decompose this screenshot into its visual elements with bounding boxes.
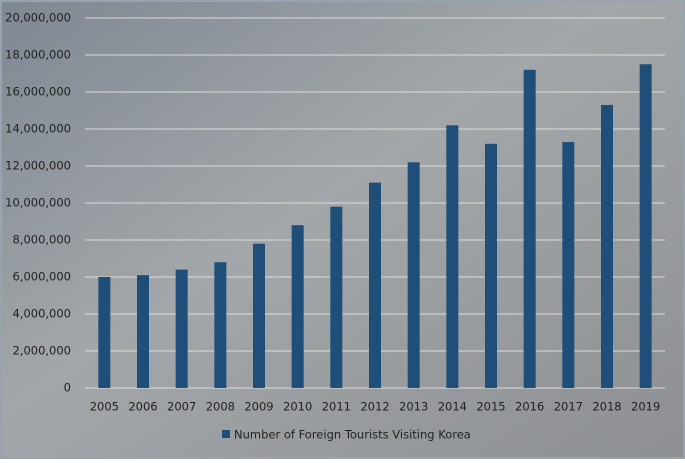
x-tick-label: 2005 [90, 400, 119, 414]
x-tick-label: 2010 [283, 400, 312, 414]
y-tick-label: 2,000,000 [12, 344, 71, 358]
x-tick-label: 2007 [167, 400, 196, 414]
x-tick-label: 2018 [592, 400, 621, 414]
y-tick-label: 10,000,000 [5, 196, 71, 210]
x-tick-label: 2014 [438, 400, 467, 414]
y-tick-label: 12,000,000 [5, 159, 71, 173]
x-tick-label: 2009 [244, 400, 273, 414]
legend-label: Number of Foreign Tourists Visiting Kore… [234, 428, 471, 442]
y-tick-label: 16,000,000 [5, 85, 71, 99]
bar [485, 143, 497, 388]
y-tick-label: 20,000,000 [5, 11, 71, 25]
bar [601, 104, 613, 388]
bar [369, 182, 381, 388]
bar [523, 69, 536, 389]
y-tick-label: 6,000,000 [12, 270, 71, 284]
x-tick-label: 2011 [322, 400, 351, 414]
x-tick-label: 2015 [476, 400, 505, 414]
x-tick-label: 2017 [554, 400, 583, 414]
legend-swatch [222, 430, 230, 438]
y-tick-label: 4,000,000 [12, 307, 71, 321]
bar [291, 225, 304, 388]
bar [446, 125, 459, 389]
y-tick-label: 14,000,000 [5, 122, 71, 136]
bar [253, 243, 265, 388]
x-tick-label: 2012 [360, 400, 389, 414]
bar [98, 277, 111, 388]
y-tick-label: 18,000,000 [5, 48, 71, 62]
y-tick-label: 0 [64, 381, 71, 395]
bar [214, 262, 227, 388]
bar [639, 64, 652, 388]
bar [137, 275, 149, 388]
x-tick-label: 2008 [206, 400, 235, 414]
x-tick-label: 2019 [631, 400, 660, 414]
bar [407, 162, 420, 388]
bar [175, 269, 188, 388]
x-tick-label: 2016 [515, 400, 544, 414]
x-tick-label: 2013 [399, 400, 428, 414]
bar [330, 206, 343, 388]
bar [562, 141, 575, 388]
x-tick-label: 2006 [128, 400, 157, 414]
y-tick-label: 8,000,000 [12, 233, 71, 247]
